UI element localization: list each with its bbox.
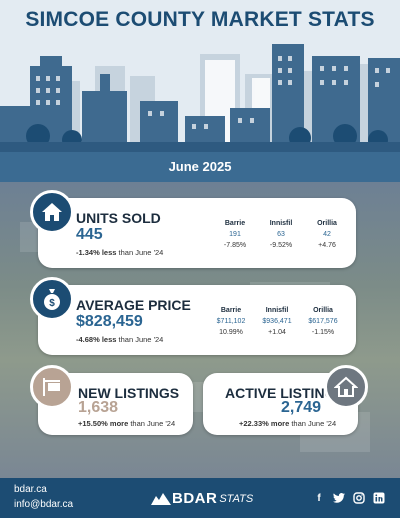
twitter-icon[interactable] — [332, 491, 346, 505]
house-icon — [30, 190, 74, 234]
social-links: f — [312, 491, 386, 505]
website-link[interactable]: bdar.ca — [14, 484, 47, 495]
facebook-icon[interactable]: f — [317, 492, 321, 504]
town-value: 63 — [277, 231, 285, 238]
brand-italic: STATS — [219, 492, 254, 505]
average-price-towns: Barrie $711,102 10.99% Innisfil $936,471 +1.… — [208, 305, 346, 338]
town-name: Barrie — [224, 220, 246, 227]
header: SIMCOE COUNTY MARKET STATS — [0, 0, 400, 160]
brand-bold: BDAR — [172, 490, 218, 507]
town-innisfil: Innisfil $936,471 +1.04 — [254, 305, 300, 338]
house-outline-icon — [324, 365, 368, 409]
new-listings-change: +15.50% more — [78, 419, 129, 428]
active-listings-title: ACTIVE LISTINGS — [225, 385, 345, 401]
average-price-change: -4.68% less — [76, 335, 117, 344]
town-value: $711,102 — [216, 318, 246, 325]
average-price-value: $828,459 — [76, 313, 143, 330]
town-change: +4.76 — [318, 242, 336, 249]
town-barrie: Barrie 191 -7.85% — [212, 218, 258, 251]
new-listings-title: NEW LISTINGS — [78, 385, 180, 401]
units-sold-card: UNITS SOLD 445 -1.34% less than June '24… — [38, 198, 356, 268]
town-name: Barrie — [220, 307, 242, 314]
svg-text:$: $ — [49, 298, 55, 309]
footer: bdar.ca info@bdar.ca BDAR STATS f — [0, 478, 400, 518]
town-change: 10.99% — [219, 329, 243, 336]
bdar-stats-logo: BDAR STATS — [150, 490, 253, 507]
town-orillia: Orillia 42 +4.76 — [304, 218, 350, 251]
units-sold-towns: Barrie 191 -7.85% Innisfil 63 -9.52% Orillia… — [212, 218, 350, 251]
active-listings-change-suffix: than June '24 — [289, 419, 337, 428]
units-sold-change-note: -1.34% less than June '24 — [76, 248, 163, 257]
town-change: -9.52% — [269, 242, 293, 249]
town-barrie: Barrie $711,102 10.99% — [208, 305, 254, 338]
average-price-title: AVERAGE PRICE — [76, 297, 191, 313]
town-change: -7.85% — [223, 242, 247, 249]
average-price-change-suffix: than June '24 — [116, 335, 164, 344]
town-name: Innisfil — [269, 220, 293, 227]
average-price-change-note: -4.68% less than June '24 — [76, 335, 163, 344]
city-skyline-illustration — [0, 44, 400, 156]
active-listings-change-note: +22.33% more than June '24 — [239, 419, 336, 428]
town-name: Orillia — [313, 307, 333, 314]
email-link[interactable]: info@bdar.ca — [14, 499, 74, 510]
town-orillia: Orillia $617,576 -1.15% — [300, 305, 346, 338]
town-value: 191 — [229, 231, 241, 238]
units-sold-title: UNITS SOLD — [76, 210, 161, 226]
active-listings-change: +22.33% more — [239, 419, 290, 428]
town-value: $936,471 — [262, 318, 292, 325]
linkedin-icon[interactable] — [372, 491, 386, 505]
average-price-card: AVERAGE PRICE $828,459 -4.68% less than … — [38, 285, 356, 355]
bdar-logo-icon — [151, 492, 171, 505]
instagram-icon[interactable] — [352, 491, 366, 505]
town-name: Innisfil — [265, 307, 289, 314]
town-innisfil: Innisfil 63 -9.52% — [258, 218, 304, 251]
town-value: $617,576 — [308, 318, 338, 325]
active-listings-value: 2,749 — [281, 399, 322, 416]
town-name: Orillia — [317, 220, 337, 227]
units-sold-change: -1.34% less — [76, 248, 117, 257]
for-sale-sign-icon — [30, 365, 74, 409]
units-sold-change-suffix: than June '24 — [116, 248, 164, 257]
new-listings-value: 1,638 — [78, 399, 119, 416]
money-bag-icon: $ — [30, 277, 74, 321]
town-change: -1.15% — [311, 329, 335, 336]
month-banner: June 2025 — [0, 152, 400, 182]
units-sold-value: 445 — [76, 226, 103, 243]
town-value: 42 — [323, 231, 331, 238]
new-listings-change-note: +15.50% more than June '24 — [78, 419, 175, 428]
town-change: +1.04 — [268, 329, 286, 336]
new-listings-change-suffix: than June '24 — [128, 419, 176, 428]
page-title: SIMCOE COUNTY MARKET STATS — [25, 8, 375, 31]
